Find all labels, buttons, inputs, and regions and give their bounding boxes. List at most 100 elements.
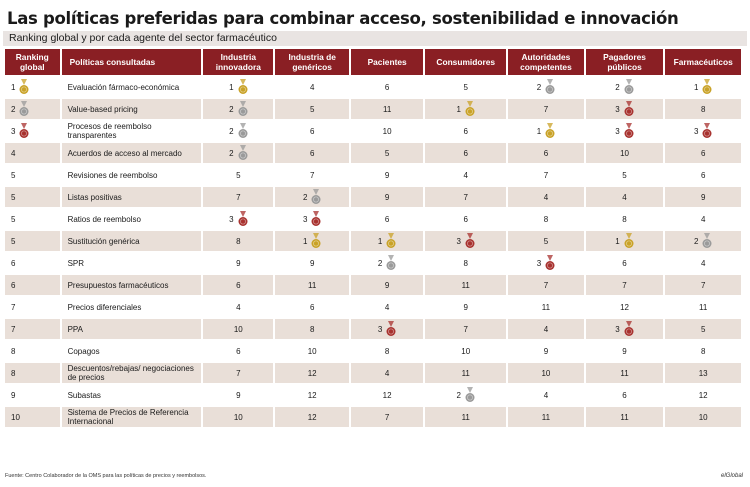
- table-row: 5 Listas positivas 7 2 9 7 4 4 9: [5, 187, 741, 207]
- bronze-medal-icon: [19, 123, 29, 139]
- bronze-medal-icon: [624, 101, 634, 117]
- rank-cell: 4: [508, 385, 584, 405]
- policy-name: Sustitución genérica: [61, 231, 202, 251]
- rank-cell: 11: [275, 275, 349, 295]
- rank-cell: 2: [275, 187, 349, 207]
- rank-cell: 10: [5, 407, 60, 427]
- cell-value: 6: [384, 82, 390, 92]
- rank-cell: 10: [508, 363, 584, 383]
- cell-value: 1: [693, 82, 699, 92]
- rank-value: 1: [11, 82, 16, 92]
- policy-name: Precios diferenciales: [67, 302, 142, 312]
- rank-cell: 5: [275, 99, 349, 119]
- cell-value: 3: [615, 126, 620, 136]
- gold-medal-icon: [624, 233, 634, 249]
- cell-value: 4: [543, 192, 549, 202]
- cell-value: 10: [541, 368, 551, 378]
- cell-value: 10: [233, 412, 243, 422]
- rank-cell: 2: [586, 77, 664, 97]
- rank-cell: 6: [508, 143, 584, 163]
- policy-name: Copagos: [67, 346, 100, 356]
- rank-cell: 1: [425, 99, 507, 119]
- cell-value: 12: [307, 412, 317, 422]
- table-header-row: Ranking global Políticas consultadas Ind…: [5, 49, 741, 75]
- rank-cell: 7: [665, 275, 741, 295]
- cell-value: 10: [307, 346, 317, 356]
- cell-value: 2: [693, 236, 699, 246]
- policy-name: Descuentos/rebajas/ negociaciones de pre…: [61, 363, 202, 383]
- cell-value: 5: [236, 170, 241, 180]
- rank-cell: 4: [508, 187, 584, 207]
- rank-cell: 3: [350, 319, 424, 339]
- policy-name: Value-based pricing: [61, 99, 202, 119]
- silver-medal-icon: [311, 189, 321, 205]
- cell-value: 5: [309, 104, 315, 114]
- gold-medal-icon: [238, 79, 248, 95]
- cell-value: 3: [456, 236, 461, 246]
- cell-value: 6: [622, 258, 627, 268]
- rank-cell: 1: [5, 77, 60, 97]
- rank-cell: 7: [508, 275, 584, 295]
- ranking-table: Ranking global Políticas consultadas Ind…: [3, 47, 743, 429]
- rank-value: 10: [11, 412, 20, 422]
- rank-cell: 8: [665, 99, 741, 119]
- cell-value: 9: [384, 192, 390, 202]
- cell-value: 9: [700, 192, 706, 202]
- cell-value: 9: [622, 346, 627, 356]
- policy-name: PPA: [61, 319, 202, 339]
- cell-value: 6: [309, 148, 315, 158]
- cell-value: 10: [382, 126, 392, 136]
- cell-value: 7: [236, 192, 241, 202]
- rank-cell: 7: [508, 165, 584, 185]
- rank-cell: 9: [275, 253, 348, 273]
- cell-value: 11: [461, 412, 470, 422]
- cell-value: 1: [536, 126, 542, 136]
- rank-cell: 11: [350, 99, 424, 119]
- rank-value: 4: [11, 148, 16, 158]
- bronze-medal-icon: [702, 123, 712, 139]
- header-pagadores: Pagadores públicos: [585, 49, 664, 75]
- cell-value: 5: [384, 148, 390, 158]
- cell-value: 6: [700, 148, 706, 158]
- rank-cell: 6: [351, 77, 423, 97]
- policy-name: Ratios de reembolso: [67, 214, 141, 224]
- rank-cell: 10: [203, 407, 274, 427]
- rank-cell: 11: [585, 407, 664, 427]
- rank-cell: 5: [5, 231, 60, 251]
- cell-value: 11: [699, 302, 708, 312]
- cell-value: 11: [308, 280, 317, 290]
- silver-medal-icon: [624, 79, 634, 95]
- rank-cell: 6: [203, 341, 273, 361]
- policy-name: Presupuestos farmacéuticos: [61, 275, 202, 295]
- cell-value: 3: [377, 324, 383, 334]
- rank-cell: 6: [665, 165, 741, 185]
- rank-cell: 9: [425, 297, 506, 317]
- rank-cell: 9: [351, 165, 423, 185]
- policy-name: Evaluación fármaco-económica: [67, 82, 180, 92]
- cell-value: 2: [229, 148, 234, 158]
- cell-value: 7: [543, 170, 549, 180]
- rank-cell: 2: [5, 99, 60, 119]
- rank-cell: 11: [508, 407, 584, 427]
- rank-cell: 2: [665, 231, 741, 251]
- cell-value: 9: [236, 258, 241, 268]
- cell-value: 5: [543, 236, 549, 246]
- rank-cell: 6: [203, 275, 274, 295]
- rank-cell: 8: [5, 363, 60, 383]
- bronze-medal-icon: [311, 211, 321, 227]
- cell-value: 4: [384, 302, 390, 312]
- policy-name: Subastas: [67, 390, 101, 400]
- cell-value: 4: [309, 82, 315, 92]
- rank-cell: 7: [350, 407, 424, 427]
- rank-cell: 8: [665, 341, 741, 361]
- cell-value: 7: [463, 192, 468, 202]
- rank-cell: 12: [275, 363, 349, 383]
- rank-cell: 3: [586, 121, 664, 141]
- rank-cell: 7: [203, 363, 274, 383]
- rank-cell: 4: [665, 209, 741, 229]
- rank-cell: 4: [585, 187, 664, 207]
- policy-name: SPR: [67, 258, 85, 268]
- cell-value: 6: [309, 302, 315, 312]
- cell-value: 1: [229, 82, 234, 92]
- rank-cell: 9: [5, 385, 60, 405]
